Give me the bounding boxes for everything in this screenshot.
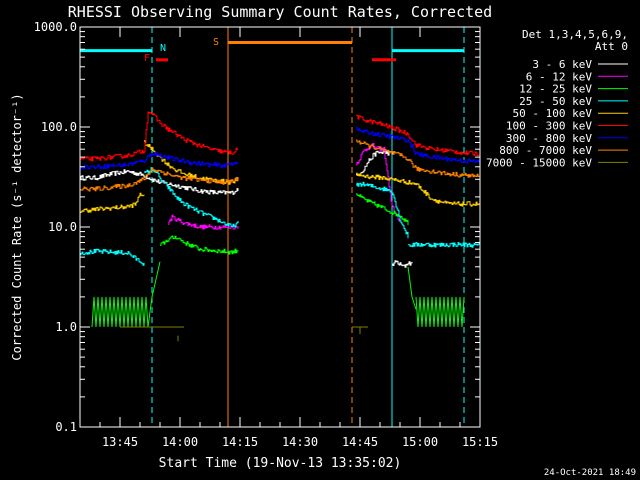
- legend-label: 12 - 25 keV: [519, 83, 592, 96]
- x-axis-label: Start Time (19-Nov-13 13:35:02): [159, 456, 402, 471]
- legend-item-3-6-kev: 3 - 6 keV: [532, 58, 628, 71]
- legend-item-300-800-kev: 300 - 800 keV: [506, 132, 628, 145]
- y-tick-label: 100.0: [41, 120, 77, 134]
- series-segment: [144, 167, 239, 228]
- legend-label: 7000 - 15000 keV: [486, 156, 592, 169]
- y-axis: 1000.0 100.0 10.0 1.0 0.1: [34, 20, 480, 434]
- flag-label-s: S: [213, 37, 219, 48]
- timestamp: 24-Oct-2021 18:49: [544, 468, 636, 478]
- series-segment: [408, 242, 481, 248]
- x-tick-label: 15:00: [402, 435, 438, 449]
- flag-label-n: N: [160, 43, 166, 54]
- legend-item-50-100-kev: 50 - 100 keV: [513, 107, 628, 120]
- flag-label-f: F: [144, 53, 150, 64]
- x-tick-label: 14:45: [342, 435, 378, 449]
- x-tick-label: 14:15: [222, 435, 258, 449]
- series-6-12-kev: [168, 143, 401, 230]
- series-segment: [80, 152, 239, 170]
- legend-label: 100 - 300 keV: [506, 120, 592, 133]
- y-tick-label: 10.0: [48, 220, 77, 234]
- series-segment: [356, 139, 481, 178]
- series-segment: [168, 214, 239, 230]
- series-segment: [80, 167, 239, 192]
- series-300-800-kev: [80, 126, 481, 170]
- series-segment: [356, 181, 409, 239]
- series-segment: [392, 260, 413, 268]
- series-segment: [415, 296, 465, 328]
- legend-label: 25 - 50 keV: [519, 95, 592, 108]
- y-tick-label: 0.1: [55, 420, 77, 434]
- series-7000-15000-kev: [120, 326, 368, 342]
- x-tick-label: 14:30: [282, 435, 318, 449]
- series-3-6-kev: [80, 150, 413, 268]
- legend-item-100-300-kev: 100 - 300 keV: [506, 120, 628, 133]
- y-tick-label: 1000.0: [34, 20, 77, 34]
- legend-item-25-50-kev: 25 - 50 keV: [519, 95, 628, 108]
- x-tick-label: 13:45: [102, 435, 138, 449]
- legend-item-800-7000-kev: 800 - 7000 keV: [499, 144, 628, 157]
- legend-title-line: Det 1,3,4,5,6,9,: [522, 28, 628, 41]
- series-segment: [356, 126, 481, 164]
- series-segment: [356, 150, 393, 177]
- series-segment: [356, 143, 401, 222]
- legend-label: 6 - 12 keV: [526, 70, 593, 83]
- legend-item-12-25-kev: 12 - 25 keV: [519, 83, 628, 96]
- series-100-300-kev: [80, 111, 481, 162]
- chart-title: RHESSI Observing Summary Count Rates, Co…: [68, 3, 492, 21]
- legend-label: 3 - 6 keV: [532, 58, 592, 71]
- legend-item-7000-15000-kev: 7000 - 15000 keV: [486, 156, 628, 169]
- series-segment: [80, 192, 145, 213]
- y-axis-label: Corrected Count Rate (s⁻¹ detector⁻¹): [10, 93, 24, 360]
- series-segment: [356, 172, 481, 207]
- x-tick-label: 14:00: [162, 435, 198, 449]
- series-segment: [356, 114, 481, 157]
- series-segment: [80, 248, 145, 266]
- y-tick-label: 1.0: [55, 320, 77, 334]
- legend-label: 300 - 800 keV: [506, 132, 592, 145]
- legend-title-line: Att 0: [595, 40, 628, 53]
- legend-label: 50 - 100 keV: [513, 107, 593, 120]
- series-segment: [147, 261, 161, 328]
- legend-label: 800 - 7000 keV: [499, 144, 592, 157]
- x-axis: 13:45 14:00 14:15 14:30 14:45 15:00 15:15: [79, 27, 498, 449]
- series-segment: [80, 111, 239, 162]
- x-tick-label: 15:15: [462, 435, 498, 449]
- annotation-group: NF S: [80, 37, 464, 64]
- series-800-7000-kev: [80, 139, 481, 192]
- series-25-50-kev: [80, 167, 481, 266]
- series-group: [80, 111, 481, 342]
- series-segment: [160, 235, 239, 255]
- legend-item-6-12-kev: 6 - 12 keV: [526, 70, 628, 83]
- series-segment: [407, 266, 417, 310]
- series-segment: [80, 169, 239, 195]
